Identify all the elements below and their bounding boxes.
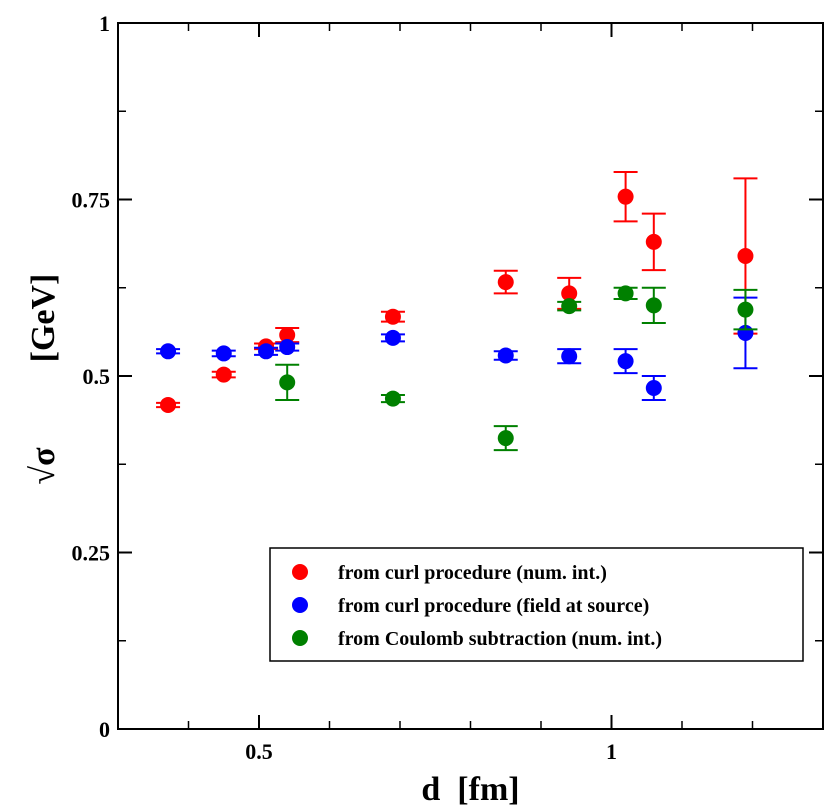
y-tick-label: 1 <box>99 11 110 36</box>
x-tick-label: 0.5 <box>245 739 273 764</box>
data-point <box>645 380 662 397</box>
data-point <box>215 345 232 362</box>
data-point <box>497 347 514 364</box>
y-tick-label: 0.75 <box>72 188 111 213</box>
data-point <box>645 233 662 250</box>
y-axis-symbol: √σ <box>25 447 62 485</box>
data-point <box>497 430 514 447</box>
y-tick-label: 0.25 <box>72 541 111 566</box>
tick-labels-layer: 0.5 1 0 0.25 0.5 0.75 1 <box>72 11 618 764</box>
data-point <box>258 343 275 360</box>
legend-label: from curl procedure (num. int.) <box>338 562 607 584</box>
data-point <box>279 374 296 391</box>
series-2 <box>275 285 758 452</box>
y-tick-label: 0.5 <box>83 364 111 389</box>
data-point <box>561 348 578 365</box>
data-point <box>215 366 232 383</box>
data-point <box>645 297 662 314</box>
data-point <box>279 327 296 344</box>
data-point <box>737 247 754 264</box>
data-point <box>279 339 296 356</box>
legend-box <box>269 547 804 662</box>
data-point <box>384 329 401 346</box>
data-point <box>384 308 401 325</box>
data-point <box>617 188 634 205</box>
y-axis-title: √σ [GeV] <box>25 274 62 485</box>
legend-marker <box>292 630 308 646</box>
data-point <box>617 353 634 370</box>
y-tick-label: 0 <box>99 717 110 742</box>
plot-frame <box>117 22 824 730</box>
legend-marker <box>292 564 308 580</box>
series-1 <box>156 296 758 402</box>
legend-label: from Coulomb subtraction (num. int.) <box>338 628 662 650</box>
data-point <box>561 298 578 315</box>
y-axis-unit: [GeV] <box>25 274 62 363</box>
x-axis-title: d [fm] <box>421 771 519 808</box>
x-tick-label: 1 <box>606 739 617 764</box>
data-point <box>617 285 634 302</box>
data-marks-layer <box>156 170 758 452</box>
series-0 <box>156 170 758 413</box>
data-point <box>737 301 754 318</box>
legend-label: from curl procedure (field at source) <box>338 595 649 617</box>
data-point <box>384 390 401 407</box>
data-point <box>561 285 578 302</box>
data-point <box>160 343 177 360</box>
legend: from curl procedure (num. int.) from curl… <box>269 547 804 662</box>
data-point <box>497 274 514 291</box>
legend-marker <box>292 597 308 613</box>
data-point <box>160 396 177 413</box>
